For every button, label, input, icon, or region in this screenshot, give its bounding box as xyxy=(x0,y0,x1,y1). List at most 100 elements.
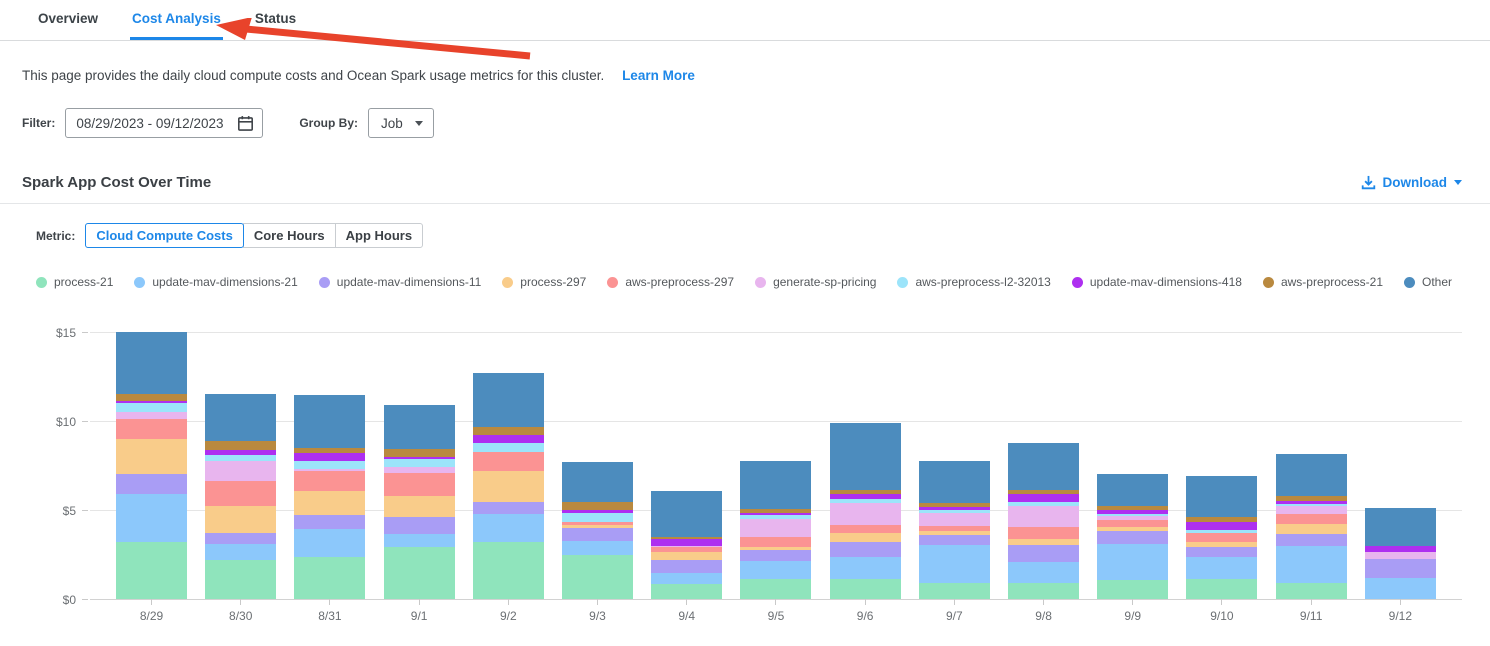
metric-option-core-hours[interactable]: Core Hours xyxy=(242,223,336,248)
bar-segment-update-mav-dimensions-21[interactable] xyxy=(472,514,544,543)
bar-segment-update-mav-dimensions-11[interactable] xyxy=(1008,544,1080,562)
bar-8/31[interactable] xyxy=(294,395,366,599)
bar-segment-update-mav-dimensions-418[interactable] xyxy=(562,510,634,513)
bar-segment-update-mav-dimensions-11[interactable] xyxy=(829,542,901,558)
bar-segment-Other[interactable] xyxy=(1186,476,1258,518)
bar-segment-generate-sp-pricing[interactable] xyxy=(383,467,455,473)
bar-segment-process-297[interactable] xyxy=(740,546,812,551)
bar-segment-generate-sp-pricing[interactable] xyxy=(918,512,990,527)
bar-segment-aws-preprocess-21[interactable] xyxy=(740,508,812,514)
bar-segment-aws-preprocess-297[interactable] xyxy=(918,526,990,532)
legend-item-aws-preprocess-21[interactable]: aws-preprocess-21 xyxy=(1262,275,1383,289)
bar-segment-update-mav-dimensions-418[interactable] xyxy=(740,513,812,516)
bar-segment-Other[interactable] xyxy=(1364,508,1436,546)
bar-8/30[interactable] xyxy=(205,394,277,599)
bar-segment-aws-preprocess-21[interactable] xyxy=(1097,505,1169,511)
bar-9/8[interactable] xyxy=(1008,443,1080,599)
bar-segment-update-mav-dimensions-418[interactable] xyxy=(472,435,544,444)
bar-segment-aws-preprocess-l2-32013[interactable] xyxy=(1186,529,1258,534)
bar-segment-aws-preprocess-297[interactable] xyxy=(472,452,544,471)
bar-segment-Other[interactable] xyxy=(205,394,277,441)
bar-segment-aws-preprocess-297[interactable] xyxy=(383,472,455,496)
bar-segment-Other[interactable] xyxy=(1097,473,1169,506)
bar-segment-Other[interactable] xyxy=(383,405,455,449)
bar-segment-process-21[interactable] xyxy=(205,559,277,599)
bar-segment-update-mav-dimensions-21[interactable] xyxy=(1364,577,1436,599)
bar-segment-process-297[interactable] xyxy=(1097,526,1169,532)
tab-cost-analysis[interactable]: Cost Analysis xyxy=(130,0,223,40)
bar-segment-process-297[interactable] xyxy=(918,531,990,535)
bar-segment-generate-sp-pricing[interactable] xyxy=(294,469,366,471)
bar-9/7[interactable] xyxy=(918,461,990,599)
bar-segment-aws-preprocess-21[interactable] xyxy=(1008,489,1080,495)
bar-segment-update-mav-dimensions-418[interactable] xyxy=(1186,521,1258,530)
bar-segment-aws-preprocess-297[interactable] xyxy=(562,521,634,525)
bar-segment-update-mav-dimensions-21[interactable] xyxy=(918,544,990,583)
bar-segment-Other[interactable] xyxy=(829,422,901,491)
bar-segment-update-mav-dimensions-418[interactable] xyxy=(829,494,901,500)
bar-segment-update-mav-dimensions-21[interactable] xyxy=(1275,545,1347,583)
bar-segment-process-297[interactable] xyxy=(1186,542,1258,548)
bar-segment-update-mav-dimensions-11[interactable] xyxy=(1364,558,1436,578)
bar-segment-update-mav-dimensions-418[interactable] xyxy=(918,507,990,511)
legend-item-update-mav-dimensions-11[interactable]: update-mav-dimensions-11 xyxy=(318,275,481,289)
bar-9/4[interactable] xyxy=(651,490,723,599)
bar-segment-update-mav-dimensions-418[interactable] xyxy=(1097,510,1169,514)
bar-9/5[interactable] xyxy=(740,460,812,599)
bar-segment-aws-preprocess-21[interactable] xyxy=(562,502,634,511)
bar-segment-aws-preprocess-21[interactable] xyxy=(472,427,544,436)
bar-segment-aws-preprocess-l2-32013[interactable] xyxy=(829,499,901,503)
bar-segment-aws-preprocess-l2-32013[interactable] xyxy=(472,443,544,453)
bar-segment-update-mav-dimensions-21[interactable] xyxy=(1097,543,1169,581)
bar-segment-process-297[interactable] xyxy=(294,491,366,516)
tab-status[interactable]: Status xyxy=(254,11,297,26)
bar-segment-update-mav-dimensions-11[interactable] xyxy=(205,533,277,544)
bar-segment-aws-preprocess-21[interactable] xyxy=(829,490,901,495)
metric-option-cloud-compute-costs[interactable]: Cloud Compute Costs xyxy=(85,223,244,248)
bar-segment-Other[interactable] xyxy=(740,460,812,509)
bar-segment-update-mav-dimensions-418[interactable] xyxy=(1275,500,1347,505)
bar-segment-generate-sp-pricing[interactable] xyxy=(1008,505,1080,527)
bar-segment-process-297[interactable] xyxy=(1008,538,1080,545)
bar-segment-aws-preprocess-297[interactable] xyxy=(1186,533,1258,543)
bar-segment-update-mav-dimensions-11[interactable] xyxy=(740,550,812,561)
bar-segment-update-mav-dimensions-21[interactable] xyxy=(116,494,187,543)
bar-segment-aws-preprocess-l2-32013[interactable] xyxy=(918,510,990,513)
legend-item-process-21[interactable]: process-21 xyxy=(36,275,113,289)
bar-segment-aws-preprocess-21[interactable] xyxy=(1186,517,1258,522)
bar-segment-process-297[interactable] xyxy=(116,438,187,475)
bar-9/1[interactable] xyxy=(383,405,455,599)
bar-segment-aws-preprocess-21[interactable] xyxy=(651,536,723,540)
bar-segment-update-mav-dimensions-21[interactable] xyxy=(1186,557,1258,580)
bar-segment-update-mav-dimensions-21[interactable] xyxy=(294,528,366,558)
legend-item-update-mav-dimensions-418[interactable]: update-mav-dimensions-418 xyxy=(1071,275,1242,289)
bar-segment-aws-preprocess-21[interactable] xyxy=(116,394,187,401)
bar-segment-update-mav-dimensions-11[interactable] xyxy=(294,515,366,529)
bar-segment-process-21[interactable] xyxy=(383,546,455,599)
bar-9/6[interactable] xyxy=(829,422,901,599)
bar-segment-Other[interactable] xyxy=(651,490,723,537)
bar-segment-update-mav-dimensions-418[interactable] xyxy=(1008,494,1080,503)
bar-segment-generate-sp-pricing[interactable] xyxy=(740,518,812,537)
bar-segment-update-mav-dimensions-11[interactable] xyxy=(1275,534,1347,546)
bar-segment-update-mav-dimensions-11[interactable] xyxy=(116,474,187,494)
bar-segment-process-297[interactable] xyxy=(383,495,455,518)
bar-segment-update-mav-dimensions-418[interactable] xyxy=(294,453,366,462)
bar-segment-Other[interactable] xyxy=(562,462,634,503)
bar-9/10[interactable] xyxy=(1186,476,1258,599)
bar-segment-aws-preprocess-l2-32013[interactable] xyxy=(116,403,187,413)
legend-item-Other[interactable]: Other xyxy=(1404,275,1452,289)
bar-9/11[interactable] xyxy=(1275,453,1347,599)
bar-9/9[interactable] xyxy=(1097,473,1169,599)
bar-segment-aws-preprocess-297[interactable] xyxy=(651,547,723,552)
bar-segment-Other[interactable] xyxy=(1008,443,1080,490)
bar-segment-aws-preprocess-297[interactable] xyxy=(1008,526,1080,539)
bar-segment-generate-sp-pricing[interactable] xyxy=(116,412,187,420)
bar-segment-aws-preprocess-21[interactable] xyxy=(1275,496,1347,501)
date-range-input[interactable]: 08/29/2023 - 09/12/2023 xyxy=(65,108,264,138)
bar-segment-update-mav-dimensions-11[interactable] xyxy=(472,502,544,515)
bar-segment-update-mav-dimensions-418[interactable] xyxy=(1364,545,1436,552)
legend-item-aws-preprocess-297[interactable]: aws-preprocess-297 xyxy=(607,275,734,289)
bar-segment-aws-preprocess-l2-32013[interactable] xyxy=(205,454,277,462)
bar-segment-update-mav-dimensions-418[interactable] xyxy=(205,450,277,455)
